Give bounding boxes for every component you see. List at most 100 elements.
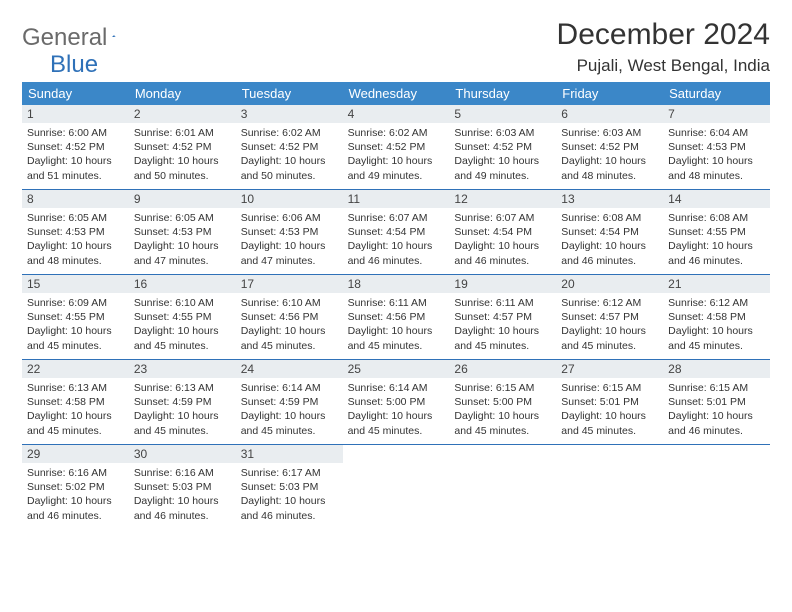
day-cell: 17Sunrise: 6:10 AMSunset: 4:56 PMDayligh… bbox=[236, 275, 343, 359]
weekday-tuesday: Tuesday bbox=[236, 82, 343, 105]
day-details: Sunrise: 6:05 AMSunset: 4:53 PMDaylight:… bbox=[22, 208, 129, 274]
day-cell: 12Sunrise: 6:07 AMSunset: 4:54 PMDayligh… bbox=[449, 190, 556, 274]
weekday-sunday: Sunday bbox=[22, 82, 129, 105]
day-number: 11 bbox=[343, 190, 450, 208]
logo-text-general: General bbox=[22, 24, 107, 52]
day-details: Sunrise: 6:06 AMSunset: 4:53 PMDaylight:… bbox=[236, 208, 343, 274]
day-details: Sunrise: 6:14 AMSunset: 5:00 PMDaylight:… bbox=[343, 378, 450, 444]
day-number: 19 bbox=[449, 275, 556, 293]
day-cell: 13Sunrise: 6:08 AMSunset: 4:54 PMDayligh… bbox=[556, 190, 663, 274]
week-row: 15Sunrise: 6:09 AMSunset: 4:55 PMDayligh… bbox=[22, 275, 770, 360]
day-cell: 23Sunrise: 6:13 AMSunset: 4:59 PMDayligh… bbox=[129, 360, 236, 444]
day-details: Sunrise: 6:15 AMSunset: 5:01 PMDaylight:… bbox=[556, 378, 663, 444]
day-cell: 31Sunrise: 6:17 AMSunset: 5:03 PMDayligh… bbox=[236, 445, 343, 529]
day-details: Sunrise: 6:13 AMSunset: 4:59 PMDaylight:… bbox=[129, 378, 236, 444]
weekday-wednesday: Wednesday bbox=[343, 82, 450, 105]
logo-blue-row: Blue bbox=[50, 51, 98, 79]
day-number: 17 bbox=[236, 275, 343, 293]
day-cell: 18Sunrise: 6:11 AMSunset: 4:56 PMDayligh… bbox=[343, 275, 450, 359]
day-details: Sunrise: 6:03 AMSunset: 4:52 PMDaylight:… bbox=[556, 123, 663, 189]
empty-cell bbox=[663, 445, 770, 529]
day-number: 23 bbox=[129, 360, 236, 378]
week-row: 22Sunrise: 6:13 AMSunset: 4:58 PMDayligh… bbox=[22, 360, 770, 445]
day-cell: 2Sunrise: 6:01 AMSunset: 4:52 PMDaylight… bbox=[129, 105, 236, 189]
day-details: Sunrise: 6:07 AMSunset: 4:54 PMDaylight:… bbox=[343, 208, 450, 274]
day-cell: 22Sunrise: 6:13 AMSunset: 4:58 PMDayligh… bbox=[22, 360, 129, 444]
day-cell: 8Sunrise: 6:05 AMSunset: 4:53 PMDaylight… bbox=[22, 190, 129, 274]
day-cell: 7Sunrise: 6:04 AMSunset: 4:53 PMDaylight… bbox=[663, 105, 770, 189]
page-title: December 2024 bbox=[557, 18, 770, 52]
day-details: Sunrise: 6:10 AMSunset: 4:56 PMDaylight:… bbox=[236, 293, 343, 359]
day-cell: 27Sunrise: 6:15 AMSunset: 5:01 PMDayligh… bbox=[556, 360, 663, 444]
empty-cell bbox=[556, 445, 663, 529]
day-number: 9 bbox=[129, 190, 236, 208]
day-cell: 28Sunrise: 6:15 AMSunset: 5:01 PMDayligh… bbox=[663, 360, 770, 444]
day-details: Sunrise: 6:14 AMSunset: 4:59 PMDaylight:… bbox=[236, 378, 343, 444]
day-details: Sunrise: 6:12 AMSunset: 4:58 PMDaylight:… bbox=[663, 293, 770, 359]
day-cell: 16Sunrise: 6:10 AMSunset: 4:55 PMDayligh… bbox=[129, 275, 236, 359]
day-cell: 1Sunrise: 6:00 AMSunset: 4:52 PMDaylight… bbox=[22, 105, 129, 189]
day-number: 21 bbox=[663, 275, 770, 293]
day-details: Sunrise: 6:08 AMSunset: 4:55 PMDaylight:… bbox=[663, 208, 770, 274]
day-number: 10 bbox=[236, 190, 343, 208]
weekday-header-row: SundayMondayTuesdayWednesdayThursdayFrid… bbox=[22, 82, 770, 105]
day-cell: 25Sunrise: 6:14 AMSunset: 5:00 PMDayligh… bbox=[343, 360, 450, 444]
day-cell: 29Sunrise: 6:16 AMSunset: 5:02 PMDayligh… bbox=[22, 445, 129, 529]
day-details: Sunrise: 6:07 AMSunset: 4:54 PMDaylight:… bbox=[449, 208, 556, 274]
day-number: 13 bbox=[556, 190, 663, 208]
day-details: Sunrise: 6:04 AMSunset: 4:53 PMDaylight:… bbox=[663, 123, 770, 189]
logo-text-blue: Blue bbox=[50, 51, 98, 78]
day-number: 1 bbox=[22, 105, 129, 123]
empty-cell bbox=[343, 445, 450, 529]
day-cell: 3Sunrise: 6:02 AMSunset: 4:52 PMDaylight… bbox=[236, 105, 343, 189]
day-details: Sunrise: 6:02 AMSunset: 4:52 PMDaylight:… bbox=[236, 123, 343, 189]
day-cell: 24Sunrise: 6:14 AMSunset: 4:59 PMDayligh… bbox=[236, 360, 343, 444]
day-cell: 9Sunrise: 6:05 AMSunset: 4:53 PMDaylight… bbox=[129, 190, 236, 274]
logo-triangle-icon bbox=[112, 27, 116, 45]
day-cell: 15Sunrise: 6:09 AMSunset: 4:55 PMDayligh… bbox=[22, 275, 129, 359]
day-details: Sunrise: 6:10 AMSunset: 4:55 PMDaylight:… bbox=[129, 293, 236, 359]
day-number: 24 bbox=[236, 360, 343, 378]
day-details: Sunrise: 6:16 AMSunset: 5:02 PMDaylight:… bbox=[22, 463, 129, 529]
day-details: Sunrise: 6:11 AMSunset: 4:57 PMDaylight:… bbox=[449, 293, 556, 359]
day-cell: 20Sunrise: 6:12 AMSunset: 4:57 PMDayligh… bbox=[556, 275, 663, 359]
day-number: 8 bbox=[22, 190, 129, 208]
day-details: Sunrise: 6:01 AMSunset: 4:52 PMDaylight:… bbox=[129, 123, 236, 189]
week-row: 29Sunrise: 6:16 AMSunset: 5:02 PMDayligh… bbox=[22, 445, 770, 529]
day-number: 16 bbox=[129, 275, 236, 293]
day-details: Sunrise: 6:15 AMSunset: 5:00 PMDaylight:… bbox=[449, 378, 556, 444]
day-details: Sunrise: 6:09 AMSunset: 4:55 PMDaylight:… bbox=[22, 293, 129, 359]
day-number: 28 bbox=[663, 360, 770, 378]
title-block: December 2024 Pujali, West Bengal, India bbox=[557, 18, 770, 76]
day-cell: 4Sunrise: 6:02 AMSunset: 4:52 PMDaylight… bbox=[343, 105, 450, 189]
day-details: Sunrise: 6:08 AMSunset: 4:54 PMDaylight:… bbox=[556, 208, 663, 274]
week-row: 8Sunrise: 6:05 AMSunset: 4:53 PMDaylight… bbox=[22, 190, 770, 275]
day-number: 6 bbox=[556, 105, 663, 123]
day-details: Sunrise: 6:00 AMSunset: 4:52 PMDaylight:… bbox=[22, 123, 129, 189]
day-details: Sunrise: 6:16 AMSunset: 5:03 PMDaylight:… bbox=[129, 463, 236, 529]
day-number: 29 bbox=[22, 445, 129, 463]
day-number: 3 bbox=[236, 105, 343, 123]
day-number: 20 bbox=[556, 275, 663, 293]
day-number: 5 bbox=[449, 105, 556, 123]
day-number: 22 bbox=[22, 360, 129, 378]
day-cell: 10Sunrise: 6:06 AMSunset: 4:53 PMDayligh… bbox=[236, 190, 343, 274]
day-details: Sunrise: 6:02 AMSunset: 4:52 PMDaylight:… bbox=[343, 123, 450, 189]
weekday-monday: Monday bbox=[129, 82, 236, 105]
day-number: 31 bbox=[236, 445, 343, 463]
day-cell: 6Sunrise: 6:03 AMSunset: 4:52 PMDaylight… bbox=[556, 105, 663, 189]
day-cell: 11Sunrise: 6:07 AMSunset: 4:54 PMDayligh… bbox=[343, 190, 450, 274]
day-cell: 21Sunrise: 6:12 AMSunset: 4:58 PMDayligh… bbox=[663, 275, 770, 359]
day-details: Sunrise: 6:11 AMSunset: 4:56 PMDaylight:… bbox=[343, 293, 450, 359]
day-number: 2 bbox=[129, 105, 236, 123]
empty-cell bbox=[449, 445, 556, 529]
day-cell: 14Sunrise: 6:08 AMSunset: 4:55 PMDayligh… bbox=[663, 190, 770, 274]
day-number: 30 bbox=[129, 445, 236, 463]
day-number: 15 bbox=[22, 275, 129, 293]
day-number: 14 bbox=[663, 190, 770, 208]
day-details: Sunrise: 6:17 AMSunset: 5:03 PMDaylight:… bbox=[236, 463, 343, 529]
day-details: Sunrise: 6:15 AMSunset: 5:01 PMDaylight:… bbox=[663, 378, 770, 444]
day-details: Sunrise: 6:03 AMSunset: 4:52 PMDaylight:… bbox=[449, 123, 556, 189]
day-details: Sunrise: 6:05 AMSunset: 4:53 PMDaylight:… bbox=[129, 208, 236, 274]
day-number: 26 bbox=[449, 360, 556, 378]
